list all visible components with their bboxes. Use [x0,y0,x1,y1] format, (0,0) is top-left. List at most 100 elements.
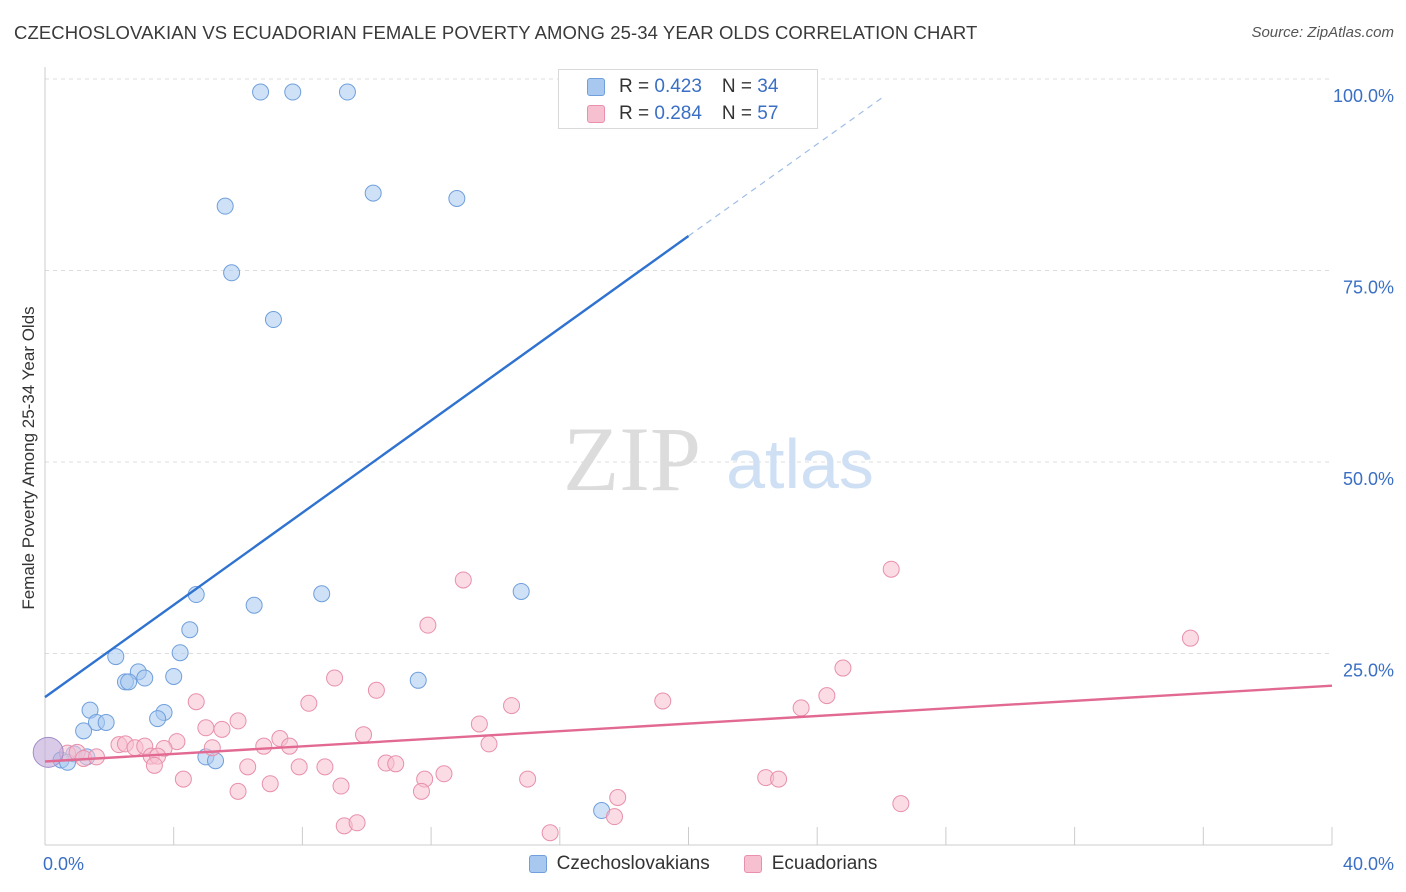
data-point [136,669,154,687]
data-point [174,770,192,788]
data-point [187,693,205,711]
stats-swatch-blue [587,78,605,96]
data-point [264,311,282,329]
legend-label: Czechoslovakians [556,853,710,874]
y-tick-label: 75.0% [1343,278,1394,298]
data-point [213,720,231,738]
stats-box: R = 0.423 N = 34 R = 0.284 N = 57 [558,69,818,129]
data-point [316,758,334,776]
data-point [313,585,331,603]
source-label: Source: ZipAtlas.com [1251,24,1394,41]
axes [44,67,1333,846]
trend-line [44,684,1333,763]
data-point [223,264,241,282]
data-point [181,621,199,639]
y-tick-label: 100.0% [1333,86,1394,106]
data-point [290,758,308,776]
trend-line [44,235,690,699]
data-point [284,83,302,101]
data-point [149,710,167,728]
y-tick-label: 50.0% [1343,469,1394,489]
x-tick-label: 0.0% [43,854,84,874]
data-point [252,83,270,101]
data-point [145,756,163,774]
r-value: 0.423 [654,76,702,97]
data-point [165,667,183,685]
data-point [503,697,521,715]
data-point [97,713,115,731]
data-point [203,739,221,757]
data-point [387,755,405,773]
n-value: 57 [757,103,779,124]
data-point [480,735,498,753]
data-point [216,197,234,215]
data-point [364,184,382,202]
legend-item-ecuadorians[interactable]: Ecuadorians [743,851,878,877]
y-tick-label: 25.0% [1343,661,1394,681]
data-point [338,83,356,101]
tick-labels: 25.0% 50.0% 75.0% 100.0% 0.0% 40.0% [43,86,1394,874]
data-point [348,814,366,832]
data-point [255,737,273,755]
data-point [605,808,623,826]
trend-lines [44,97,1333,763]
x-tick-label: 40.0% [1343,854,1394,874]
data-point [32,736,64,768]
data-point [654,692,672,710]
data-point [409,671,427,689]
data-point [435,765,453,783]
legend: Czechoslovakians Ecuadorians [0,851,1406,877]
watermark: ZIP atlas [563,408,874,510]
data-point [326,669,344,687]
data-point [892,795,910,813]
data-point [470,715,488,733]
data-point [300,694,318,712]
data-point [261,775,279,793]
data-point [834,659,852,677]
data-point [197,719,215,737]
legend-label: Ecuadorians [771,853,878,874]
data-point [229,712,247,730]
legend-swatch-pink [743,855,762,873]
data-point [448,189,466,207]
stats-swatch-pink [587,105,605,123]
n-value: 34 [757,76,779,97]
data-point [171,644,189,662]
n-label: N = [721,76,758,97]
data-point [332,777,350,795]
data-point [355,726,373,744]
data-point [541,824,559,842]
data-point [770,770,788,788]
data-point [229,782,247,800]
data-point [519,770,537,788]
data-point [512,582,530,600]
data-point [75,722,93,740]
series-czechoslovakians [52,83,611,820]
watermark-atlas: atlas [726,425,874,503]
chart-title: CZECHOSLOVAKIAN VS ECUADORIAN FEMALE POV… [14,22,978,43]
data-point [87,748,105,766]
legend-item-czechoslovakians[interactable]: Czechoslovakians [528,851,710,877]
data-point [609,789,627,807]
data-point [412,782,430,800]
data-point [818,687,836,705]
data-point [1181,629,1199,647]
data-point [419,616,437,634]
series-ecuadorians [32,560,1199,842]
r-label: R = [619,76,655,97]
data-point [239,758,257,776]
data-point [882,560,900,578]
legend-swatch-blue [528,855,547,873]
stats-row-czechoslovakians: R = 0.423 N = 34 [587,74,778,100]
data-point [120,673,138,691]
data-point [792,699,810,717]
stats-row-ecuadorians: R = 0.284 N = 57 [587,101,778,127]
data-point [107,648,125,666]
n-label: N = [721,103,758,124]
data-point [367,681,385,699]
grid-lines [45,78,1332,654]
data-point [245,596,263,614]
watermark-zip: ZIP [563,408,701,510]
r-label: R = [619,103,655,124]
